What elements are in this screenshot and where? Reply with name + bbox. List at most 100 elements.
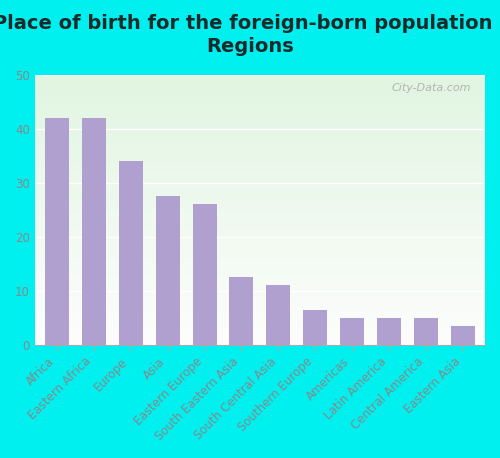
Bar	[34, 248, 485, 249]
Bar	[34, 153, 485, 154]
Bar	[34, 227, 485, 228]
Bar	[34, 118, 485, 119]
Bar	[34, 98, 485, 99]
Bar	[34, 170, 485, 171]
Bar	[34, 218, 485, 219]
Bar	[377, 317, 401, 344]
Bar	[34, 82, 485, 83]
Bar	[34, 199, 485, 200]
Bar	[34, 130, 485, 131]
Bar	[34, 143, 485, 144]
Bar	[34, 312, 485, 313]
Bar	[414, 317, 438, 344]
Bar	[34, 135, 485, 136]
Bar	[34, 239, 485, 240]
Bar	[34, 251, 485, 252]
Bar	[34, 224, 485, 225]
Bar	[34, 136, 485, 137]
Bar	[34, 157, 485, 158]
Bar	[34, 265, 485, 266]
Bar	[34, 203, 485, 204]
Bar	[34, 202, 485, 203]
Bar	[34, 216, 485, 217]
Bar	[34, 244, 485, 245]
Bar	[34, 167, 485, 168]
Bar	[34, 159, 485, 160]
Bar	[34, 304, 485, 305]
Bar	[34, 79, 485, 80]
Bar	[34, 108, 485, 109]
Bar	[34, 181, 485, 182]
Bar	[34, 176, 485, 177]
Bar	[266, 285, 290, 344]
Bar	[34, 311, 485, 312]
Bar	[34, 223, 485, 224]
Bar	[34, 253, 485, 254]
Bar	[34, 322, 485, 323]
Bar	[34, 185, 485, 186]
Bar	[34, 258, 485, 259]
Bar	[34, 323, 485, 325]
Bar	[34, 260, 485, 262]
Bar	[34, 275, 485, 276]
Bar	[34, 313, 485, 314]
Bar	[34, 286, 485, 287]
Bar	[34, 198, 485, 199]
Bar	[34, 334, 485, 335]
Bar	[34, 113, 485, 114]
Bar	[34, 101, 485, 102]
Bar	[303, 310, 327, 344]
Bar	[34, 137, 485, 138]
Bar	[34, 266, 485, 267]
Bar	[34, 102, 485, 104]
Bar	[34, 161, 485, 163]
Bar	[34, 335, 485, 336]
Bar	[34, 197, 485, 198]
Bar	[34, 215, 485, 216]
Bar	[34, 307, 485, 308]
Bar	[34, 309, 485, 310]
Bar	[34, 75, 485, 76]
Bar	[34, 214, 485, 215]
Bar	[340, 317, 364, 344]
Bar	[34, 91, 485, 92]
Bar	[34, 172, 485, 173]
Bar	[34, 179, 485, 180]
Bar	[230, 277, 254, 344]
Bar	[34, 152, 485, 153]
Bar	[34, 296, 485, 297]
Bar	[156, 196, 180, 344]
Bar	[34, 104, 485, 105]
Bar	[34, 84, 485, 86]
Bar	[34, 131, 485, 132]
Bar	[34, 316, 485, 317]
Bar	[34, 147, 485, 149]
Bar	[34, 289, 485, 290]
Bar	[34, 229, 485, 230]
Bar	[34, 273, 485, 274]
Bar	[34, 163, 485, 164]
Bar	[34, 252, 485, 253]
Bar	[34, 278, 485, 279]
Bar	[34, 299, 485, 300]
Bar	[34, 228, 485, 229]
Bar	[34, 263, 485, 265]
Bar	[34, 111, 485, 112]
Bar	[34, 271, 485, 272]
Bar	[34, 225, 485, 227]
Bar	[34, 133, 485, 134]
Bar	[34, 99, 485, 100]
Bar	[34, 329, 485, 330]
Bar	[34, 132, 485, 133]
Bar	[34, 308, 485, 309]
Text: Place of birth for the foreign-born population -
Regions: Place of birth for the foreign-born popu…	[0, 14, 500, 56]
Bar	[34, 269, 485, 270]
Bar	[34, 235, 485, 236]
Bar	[34, 78, 485, 79]
Bar	[34, 151, 485, 152]
Bar	[34, 210, 485, 211]
Bar	[34, 204, 485, 206]
Bar	[34, 341, 485, 343]
Bar	[34, 154, 485, 155]
Bar	[34, 238, 485, 239]
